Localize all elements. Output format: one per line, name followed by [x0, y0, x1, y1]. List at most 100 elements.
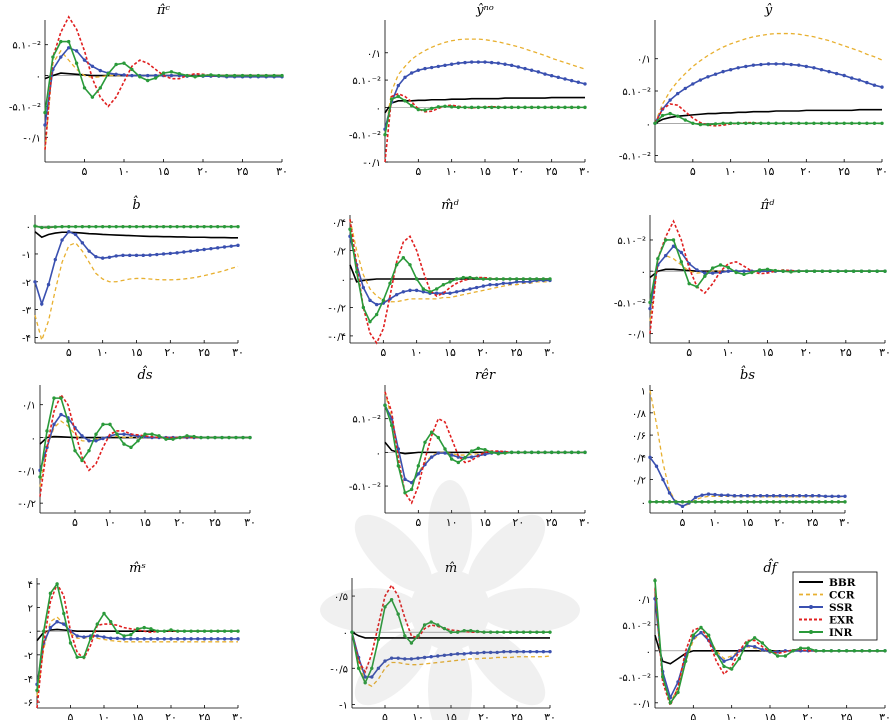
y-tick-label: ۰: [646, 119, 651, 130]
data-point-ssr: [739, 494, 743, 498]
data-point-inr: [42, 629, 46, 633]
data-point-inr: [236, 629, 240, 633]
data-point-inr: [698, 122, 703, 127]
x-tick-label: ۳۰: [544, 346, 556, 359]
y-tick-label: ۰/۸: [632, 409, 647, 420]
data-point-inr: [195, 224, 200, 229]
chart-title: π̂ᵈ: [760, 198, 776, 213]
data-point-inr: [115, 630, 120, 635]
data-point-inr: [583, 105, 587, 110]
data-point-inr: [496, 105, 501, 110]
y-tick-label: -۵.۱۰⁻²: [9, 102, 41, 113]
data-point-inr: [687, 281, 691, 286]
data-point-inr: [773, 268, 778, 273]
data-point-inr: [653, 121, 657, 125]
data-point-inr: [676, 114, 680, 118]
data-point-inr: [38, 475, 42, 479]
data-point-ssr: [196, 637, 200, 641]
data-point-inr: [766, 121, 771, 125]
y-tick-label: ۰/۱: [637, 595, 651, 606]
y-tick-label: ۰/۲: [332, 247, 346, 258]
data-point-ssr: [155, 252, 159, 257]
data-point-ssr: [146, 73, 150, 78]
data-point-inr: [819, 121, 824, 125]
data-point-ssr: [209, 246, 213, 251]
data-point-ssr: [843, 494, 847, 499]
data-point-ssr: [414, 288, 419, 293]
y-tick-label: -۰/۲: [18, 499, 36, 510]
series-line-ccr: [34, 242, 239, 343]
data-point-inr: [860, 649, 864, 653]
x-tick-label: ۵: [82, 165, 88, 178]
data-point-ssr: [202, 637, 207, 641]
x-tick-label: ۲۰: [174, 516, 186, 529]
data-point-inr: [102, 611, 106, 616]
data-point-inr: [73, 224, 78, 229]
data-point-ssr: [823, 494, 828, 499]
data-point-inr: [804, 500, 808, 504]
data-point-ssr: [98, 68, 103, 73]
data-point-inr: [389, 97, 394, 101]
x-tick-label: ۱۵: [132, 711, 144, 720]
chart-panel-5: m̂ᵈ ۰/۴ ۰/۲ ۰ -۰/۲ -۰/۴ ۵ ۱۰ ۱۵ ۲۰ ۲۵ ۳۰: [328, 198, 556, 359]
data-point-inr: [409, 487, 414, 492]
data-point-ssr: [758, 494, 763, 498]
data-point-ssr: [374, 302, 379, 307]
data-point-ssr: [130, 73, 134, 78]
data-point-inr: [95, 622, 100, 626]
data-point-ssr: [95, 634, 100, 638]
data-point-ssr: [122, 432, 126, 436]
y-tick-label: -۴: [22, 333, 31, 344]
series-line-bbr: [384, 96, 585, 114]
data-point-inr: [354, 270, 359, 274]
data-point-ssr: [155, 637, 160, 641]
x-tick-label: ۵: [680, 516, 686, 529]
y-tick-label: ۰/۴: [332, 218, 346, 229]
data-point-ssr: [703, 271, 707, 275]
data-point-ssr: [483, 452, 487, 457]
data-point-ssr: [810, 494, 815, 498]
data-point-ssr: [202, 247, 206, 252]
y-tick-label: ۰: [26, 222, 31, 233]
y-tick-label: ۰: [376, 448, 381, 459]
data-point-ssr: [563, 77, 567, 81]
data-point-inr: [516, 450, 521, 455]
y-tick-label: ۵.۱۰⁻²: [12, 41, 41, 52]
data-point-inr: [416, 464, 421, 468]
x-tick-label: ۱۰: [411, 346, 423, 359]
data-point-inr: [48, 591, 53, 596]
data-point-ssr: [706, 75, 710, 79]
data-point-inr: [422, 623, 427, 627]
data-point-ssr: [528, 280, 532, 284]
data-point-inr: [703, 274, 707, 278]
series-line-bbr: [654, 108, 882, 124]
data-point-inr: [828, 269, 832, 273]
x-tick-label: ۱۵: [762, 346, 774, 359]
data-point-inr: [423, 108, 427, 112]
data-point-inr: [448, 280, 452, 284]
data-point-ssr: [33, 280, 37, 284]
data-point-inr: [830, 500, 834, 504]
x-tick-label: ۲۰: [801, 346, 813, 359]
data-point-ssr: [101, 436, 105, 441]
data-point-ssr: [216, 246, 220, 250]
data-point-ssr: [87, 439, 91, 443]
chart-panel-4: b̂ ۰ -۱ -۲ -۳ -۴ ۵ ۱۰ ۱۵ ۲۰ ۲۵ ۳۰: [22, 195, 244, 359]
data-point-ssr: [648, 306, 652, 311]
data-point-inr: [556, 450, 561, 455]
data-point-inr: [168, 224, 173, 229]
data-point-ssr: [556, 75, 561, 80]
data-point-inr: [774, 121, 778, 125]
data-point-inr: [663, 238, 668, 242]
data-point-inr: [683, 659, 688, 663]
data-point-ssr: [732, 494, 737, 498]
data-point-ssr: [736, 66, 740, 70]
series-line-ssr: [649, 456, 845, 508]
data-point-ssr: [94, 255, 98, 259]
data-point-inr: [106, 72, 110, 76]
data-point-inr: [883, 649, 887, 653]
data-point-ssr: [804, 64, 809, 69]
data-point-ssr: [134, 253, 139, 258]
data-point-inr: [33, 224, 37, 228]
